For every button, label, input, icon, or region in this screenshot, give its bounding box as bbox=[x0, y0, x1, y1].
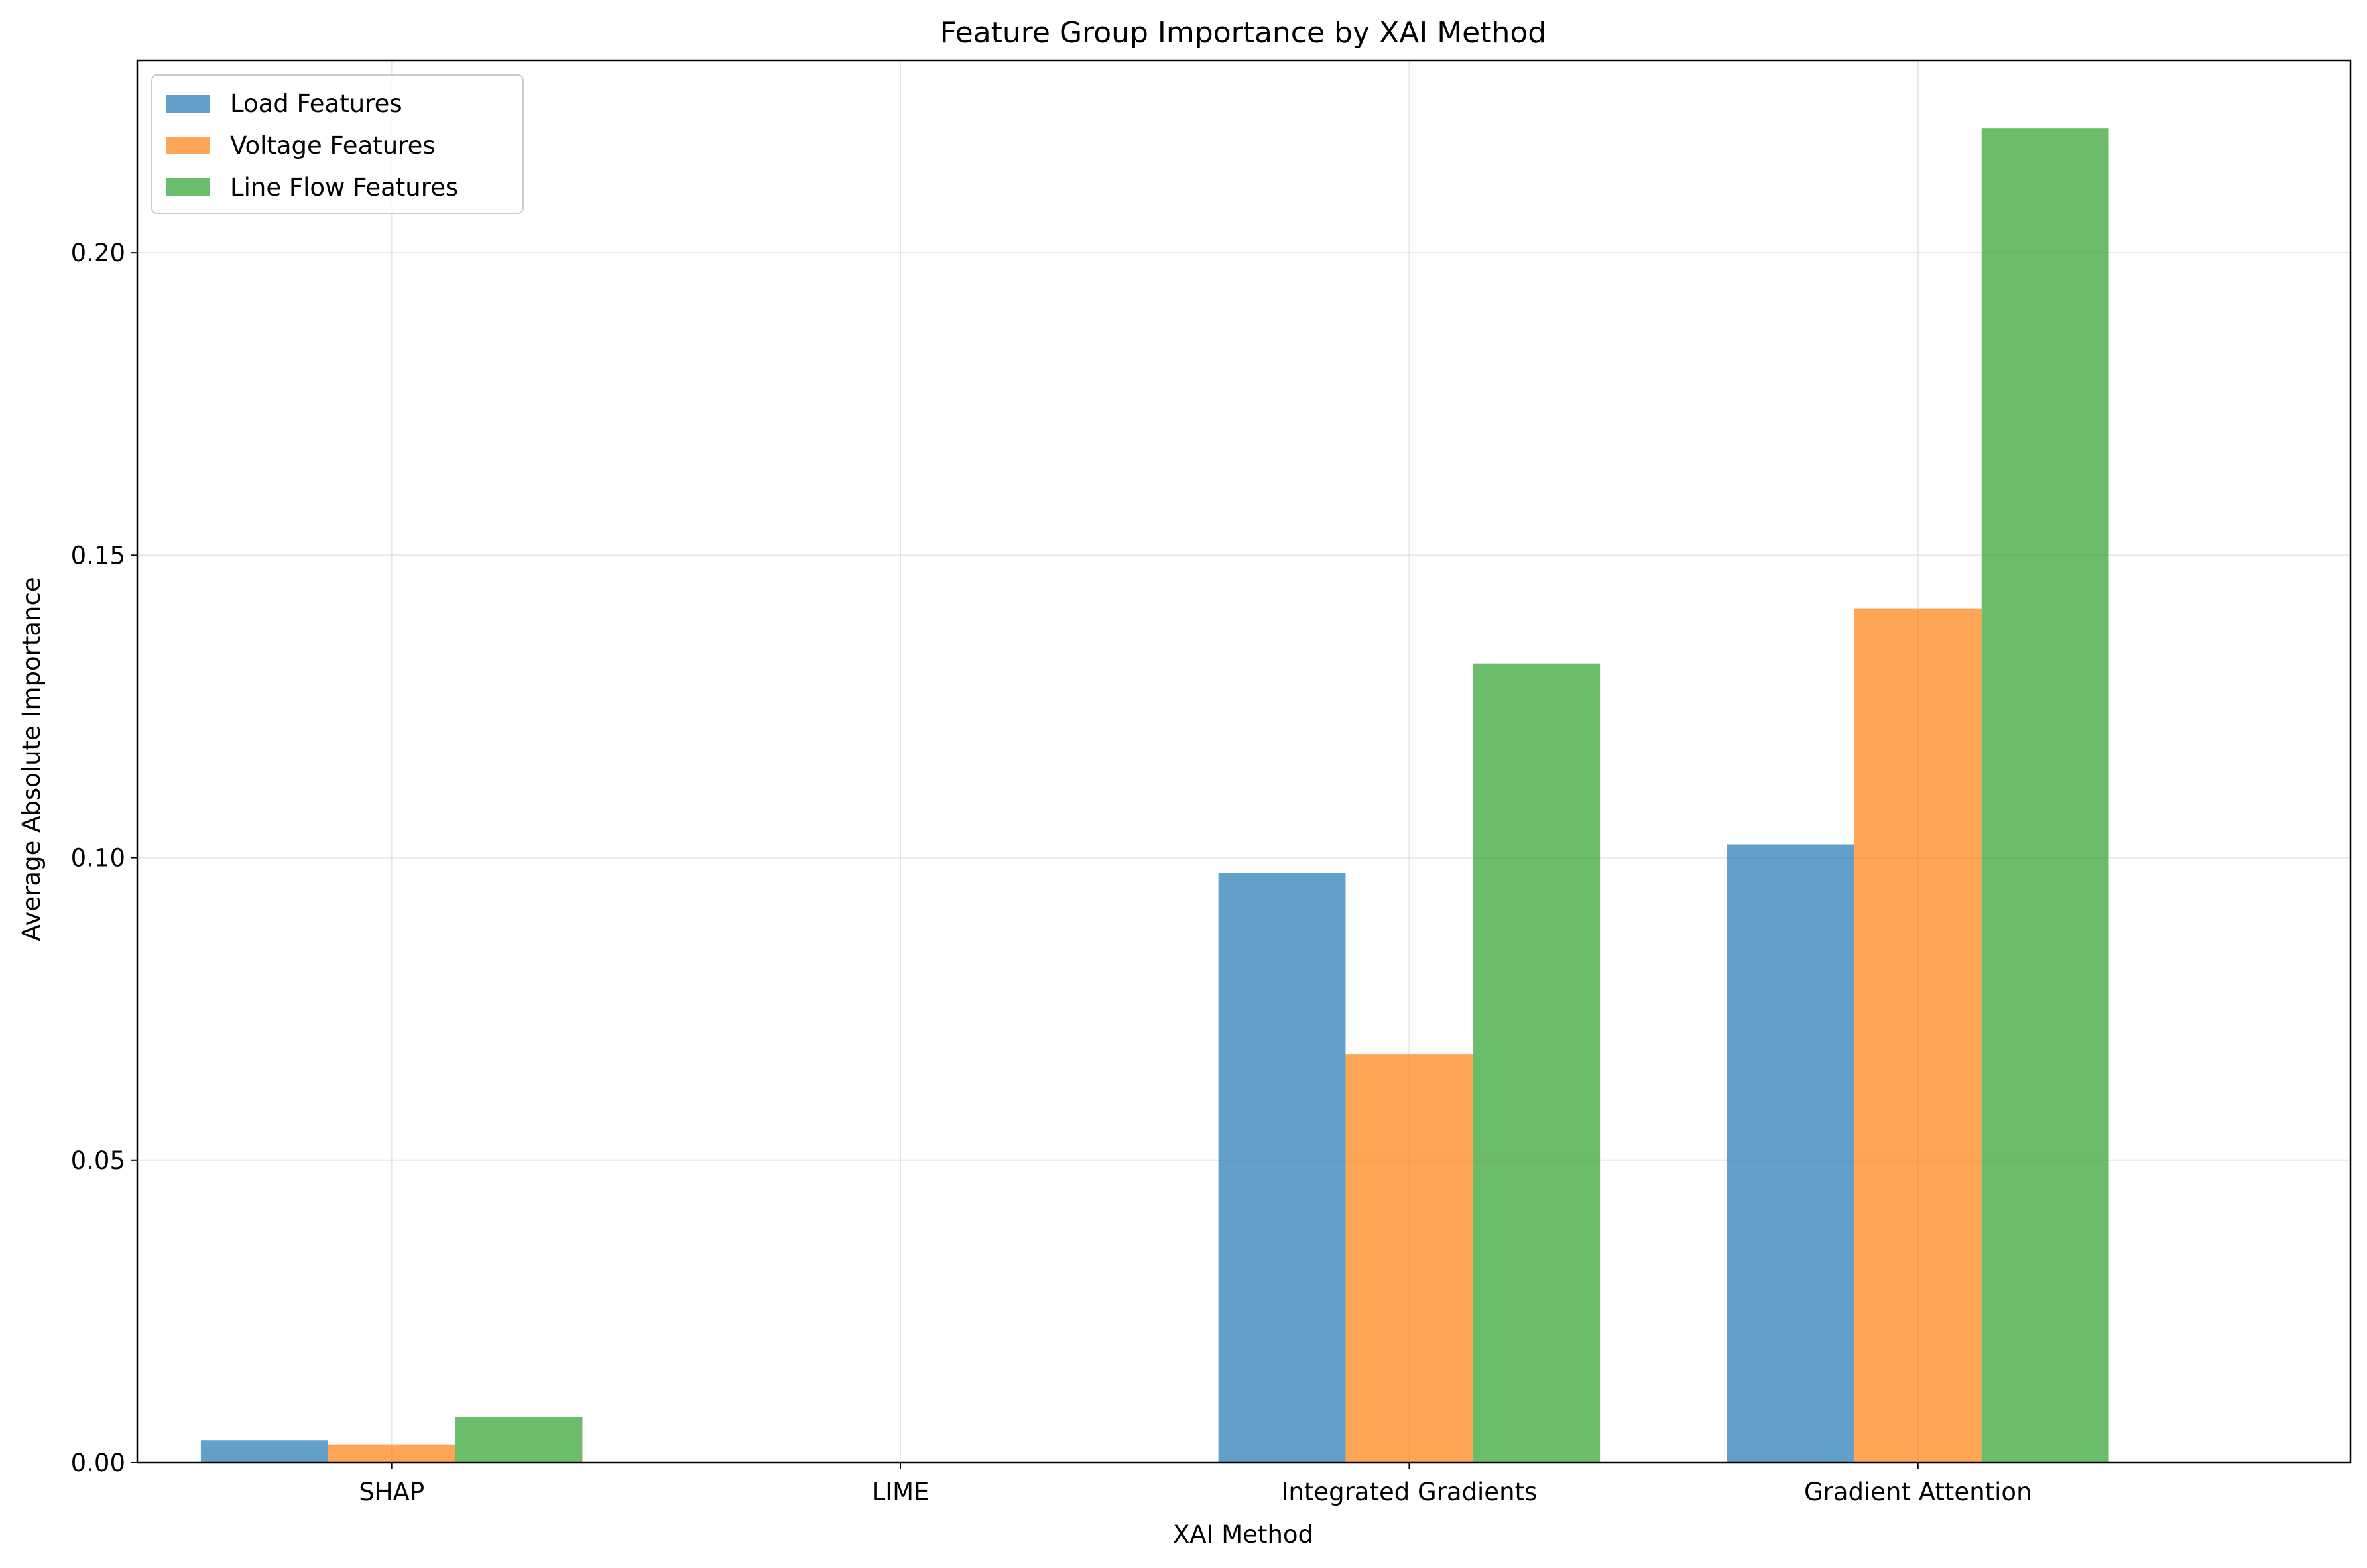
bars bbox=[200, 128, 2109, 1463]
x-tick-label: SHAP bbox=[359, 1478, 424, 1506]
y-tick-label: 0.05 bbox=[71, 1146, 125, 1175]
legend-box bbox=[151, 74, 524, 214]
legend-swatch bbox=[166, 95, 210, 113]
y-tick-label: 0.00 bbox=[71, 1449, 125, 1477]
legend-swatch bbox=[166, 137, 210, 154]
legend-label: Voltage Features bbox=[230, 131, 436, 160]
bar-line-flow-features bbox=[1473, 663, 1601, 1463]
bar-load-features bbox=[1218, 873, 1346, 1463]
bar-line-flow-features bbox=[1981, 128, 2109, 1463]
x-tick-label: Gradient Attention bbox=[1804, 1478, 2032, 1506]
legend-swatch bbox=[166, 178, 210, 196]
bar-load-features bbox=[1727, 844, 1854, 1463]
legend: Load Features Voltage Features Line Flow F… bbox=[151, 74, 524, 214]
x-axis-label: XAI Method bbox=[1173, 1520, 1313, 1549]
bar-voltage-features bbox=[328, 1444, 455, 1463]
bar-voltage-features bbox=[1854, 608, 1982, 1463]
bar-line-flow-features bbox=[455, 1417, 583, 1463]
y-axis: 0.00 0.05 0.10 0.15 0.20 bbox=[71, 239, 137, 1477]
y-tick-label: 0.20 bbox=[71, 239, 125, 267]
x-axis: SHAP LIME Integrated Gradients Gradient Att… bbox=[359, 1463, 2032, 1506]
y-tick-label: 0.10 bbox=[71, 844, 125, 873]
x-tick-label: Integrated Gradients bbox=[1281, 1478, 1537, 1506]
bar-load-features bbox=[200, 1440, 328, 1463]
y-tick-label: 0.15 bbox=[71, 541, 125, 570]
bar-voltage-features bbox=[1345, 1054, 1473, 1463]
legend-label: Load Features bbox=[230, 90, 402, 118]
legend-label: Line Flow Features bbox=[230, 173, 458, 202]
plot-frame bbox=[136, 59, 2352, 1464]
x-tick-label: LIME bbox=[872, 1478, 930, 1506]
chart-title: Feature Group Importance by XAI Method bbox=[940, 16, 1547, 50]
y-axis-label: Average Absolute Importance bbox=[17, 577, 46, 941]
